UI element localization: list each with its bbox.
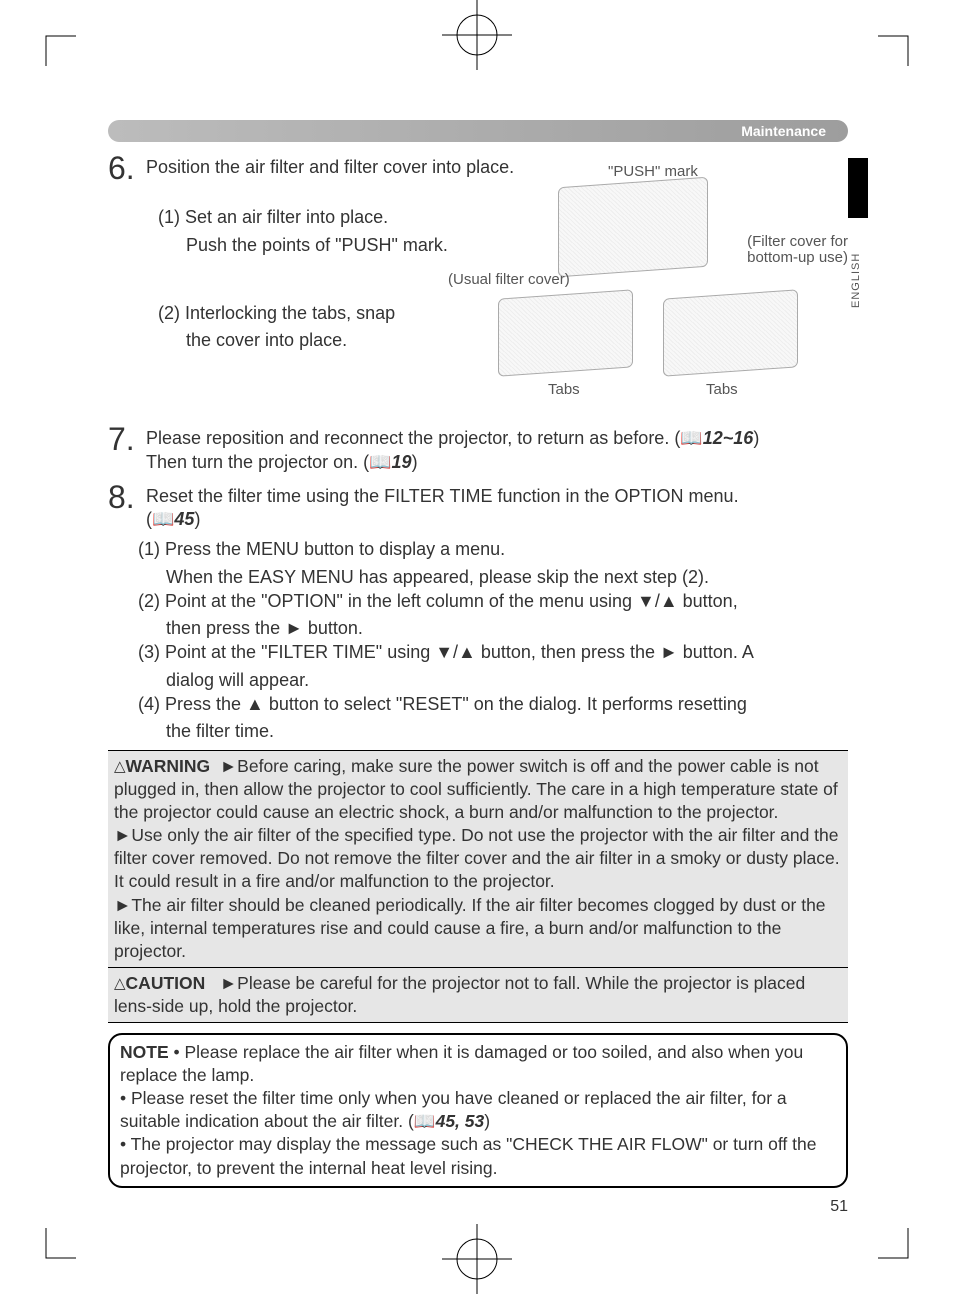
step-8-1b: When the EASY MENU has appeared, please … (166, 566, 848, 590)
tabs-right-label: Tabs (706, 380, 738, 400)
note-p3: • The projector may display the message … (120, 1134, 816, 1177)
book-icon: 📖 (369, 452, 391, 472)
step-8-2b: then press the ► button. (166, 617, 848, 641)
illustration-zone: "PUSH" mark (Filter cover for bottom-up … (478, 162, 858, 422)
step-6-number: 6. (108, 152, 142, 184)
step-8-1a: (1) Press the MENU button to display a m… (138, 538, 848, 562)
note-box: NOTE • Please replace the air filter whe… (108, 1033, 848, 1188)
step-8-4a: (4) Press the ▲ button to select "RESET"… (138, 693, 848, 717)
header-bar: Maintenance (108, 120, 848, 142)
note-p1: • Please replace the air filter when it … (120, 1042, 803, 1085)
caution-icon: △ (114, 975, 126, 992)
step-7-number: 7. (108, 423, 142, 475)
warning-icon: △ (114, 758, 126, 775)
filter-cover-bottom-label-l2: bottom-up use) (747, 248, 848, 268)
book-icon: 📖 (414, 1111, 436, 1131)
step-7-line-a: Please reposition and reconnect the proj… (146, 428, 680, 448)
step-8-number: 8. (108, 481, 142, 533)
warning-p1: ►Before caring, make sure the power swit… (114, 756, 838, 822)
step-7: 7. Please reposition and reconnect the p… (108, 423, 848, 475)
caution-p1: ►Please be careful for the projector not… (114, 973, 805, 1016)
step-8: 8. Reset the filter time using the FILTE… (108, 481, 848, 533)
warning-p2: ►Use only the air filter of the specifie… (114, 825, 840, 891)
book-icon: 📖 (152, 509, 174, 529)
step-8-intro-a: Reset the filter time using the FILTER T… (146, 486, 739, 506)
usual-cover-label: (Usual filter cover) (448, 270, 570, 290)
step-7-ref-a: 12~16 (703, 428, 754, 448)
warning-p3: ►The air filter should be cleaned period… (114, 895, 826, 961)
page-number: 51 (830, 1196, 848, 1217)
step-7-ref-b: 19 (392, 452, 412, 472)
note-label: NOTE (120, 1042, 169, 1062)
step-8-3b: dialog will appear. (166, 669, 848, 693)
step-8-3a: (3) Point at the "FILTER TIME" using ▼/▲… (138, 641, 848, 665)
warning-box: △WARNING ►Before caring, make sure the p… (108, 750, 848, 968)
page-content: ENGLISH Maintenance "PUSH" mark (Filter … (108, 120, 848, 1188)
tabs-left-label: Tabs (548, 380, 580, 400)
step-7-line-b: Then turn the projector on. ( (146, 452, 369, 472)
step-8-4b: the filter time. (166, 720, 848, 744)
caution-box: △CAUTION ►Please be careful for the proj… (108, 968, 848, 1023)
header-section-label: Maintenance (741, 122, 826, 140)
caution-label: CAUTION (126, 973, 206, 993)
note-p2-ref: 45, 53 (436, 1111, 485, 1131)
step-8-intro-ref: 45 (174, 509, 194, 529)
book-icon: 📖 (680, 428, 702, 448)
warning-label: WARNING (126, 756, 211, 776)
step-8-2a: (2) Point at the "OPTION" in the left co… (138, 590, 848, 614)
